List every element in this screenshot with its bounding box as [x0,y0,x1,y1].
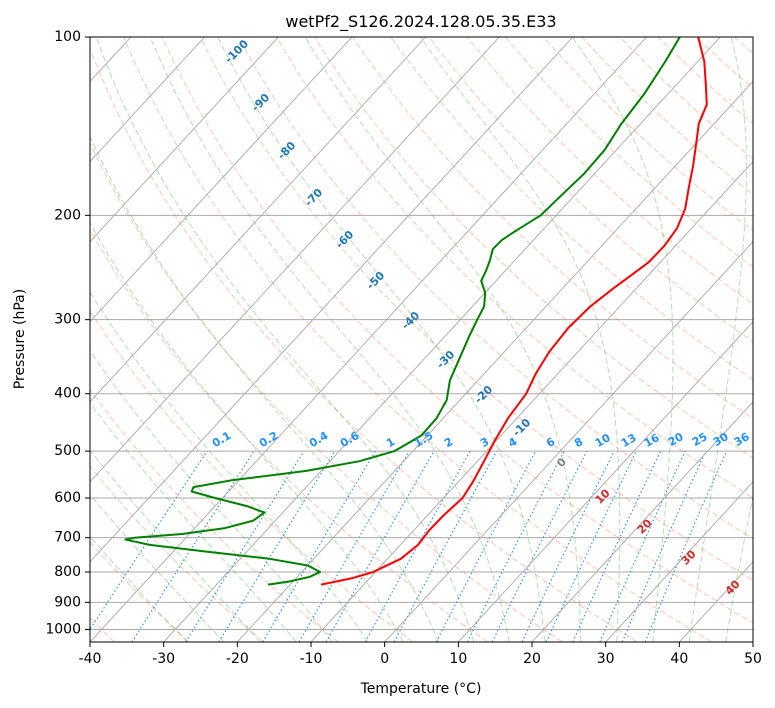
mixing-ratio-line [599,450,686,642]
moist-adiabat [217,37,546,642]
x-tick-label: -20 [226,651,249,667]
isotherm-line [90,37,353,323]
x-tick-label: -10 [300,651,323,667]
isotherm-line [90,37,647,642]
dry-adiabat [505,37,753,268]
dewpoint-profile-line [124,37,681,586]
dry-adiabat [276,37,753,499]
moist-adiabat [95,37,475,642]
y-tick-label: 500 [54,443,81,459]
x-tick-label: 0 [380,651,389,667]
moist-adiabat [420,37,621,642]
moist-adiabats [90,37,753,642]
moist-adiabat [90,291,369,642]
mixing-ratio-line [491,450,588,642]
x-tick-label: -40 [79,651,102,667]
x-tick-label: 50 [744,651,762,667]
mixing-ratio-line [90,450,208,631]
y-axis-title: Pressure (hPa) [12,289,28,389]
dry-adiabat [352,37,753,420]
skewed-isotherms [90,37,753,642]
temperature-profile-line [320,37,708,586]
mixing-ratio-line [131,450,255,642]
mixing-ratio-line [467,450,565,642]
mixing-ratio-line [185,450,305,642]
dry-adiabat [619,37,753,160]
dry-adiabat [90,388,339,642]
y-tick-label: 1000 [45,621,81,637]
isotherm-line [531,401,753,642]
y-tick-label: 800 [54,564,81,580]
dry-adiabat [161,37,753,624]
moist-adiabat [90,449,261,642]
y-tick-label: 600 [54,490,81,506]
chart-title: wetPf2_S126.2024.128.05.35.E33 [285,12,556,32]
mixing-ratio-lines [90,450,728,642]
isotherm-line [310,160,753,642]
mixing-ratio-line [621,450,707,642]
x-tick-label: 10 [449,651,467,667]
x-tick-label: 40 [670,651,688,667]
plot-frame [89,36,754,643]
mixing-ratio-line [218,450,336,642]
isotherm-line [90,37,500,483]
moist-adiabat [90,493,225,642]
x-tick-label: 30 [597,651,615,667]
moist-adiabat [90,535,188,642]
isotherm-line [90,37,279,243]
dry-adiabat [466,37,753,305]
dry-adiabat [543,37,753,232]
moist-adiabat [149,37,510,642]
isotherm-line [236,80,753,642]
x-axis-title: Temperature (°C) [360,681,482,697]
grid-layer [90,37,753,630]
x-axis: -40 -30 -20 -10 0 10 20 30 40 50 [79,642,762,667]
profile-series [124,37,708,586]
isotherm-line [90,37,205,163]
dry-adiabat [581,37,753,196]
isotherm-line [384,241,753,642]
moist-adiabat [571,37,674,642]
dry-adiabat [90,142,563,642]
dry-adiabat [428,37,753,343]
moist-adiabat [688,37,747,642]
dry-adiabat [390,37,753,381]
dry-adiabat [90,228,488,642]
moist-adiabat [90,402,297,642]
isotherm-line [605,481,753,642]
dry-adiabat [90,465,264,642]
dry-adiabat [90,47,638,642]
y-axis: 100 200 300 400 500 600 700 800 900 1000 [45,29,90,637]
mixing-ratio-line [325,450,435,642]
y-tick-label: 400 [54,386,81,402]
isotherm-line [90,37,426,403]
moist-adiabat [90,135,439,642]
y-tick-label: 900 [54,594,81,610]
y-tick-label: 300 [54,312,81,328]
dry-adiabat [199,37,753,581]
dry-adiabat [123,37,712,642]
moist-adiabat [90,221,404,642]
y-tick-label: 700 [54,530,81,546]
mixing-ratio-line [364,450,471,642]
isotherm-line [90,37,574,563]
isotherm-line [163,37,721,642]
x-tick-label: 20 [523,651,541,667]
y-tick-label: 200 [54,207,81,223]
mixing-ratio-line [393,450,498,642]
isotherm-line [457,321,753,642]
x-tick-label: -30 [152,651,175,667]
y-tick-label: 100 [54,29,81,45]
